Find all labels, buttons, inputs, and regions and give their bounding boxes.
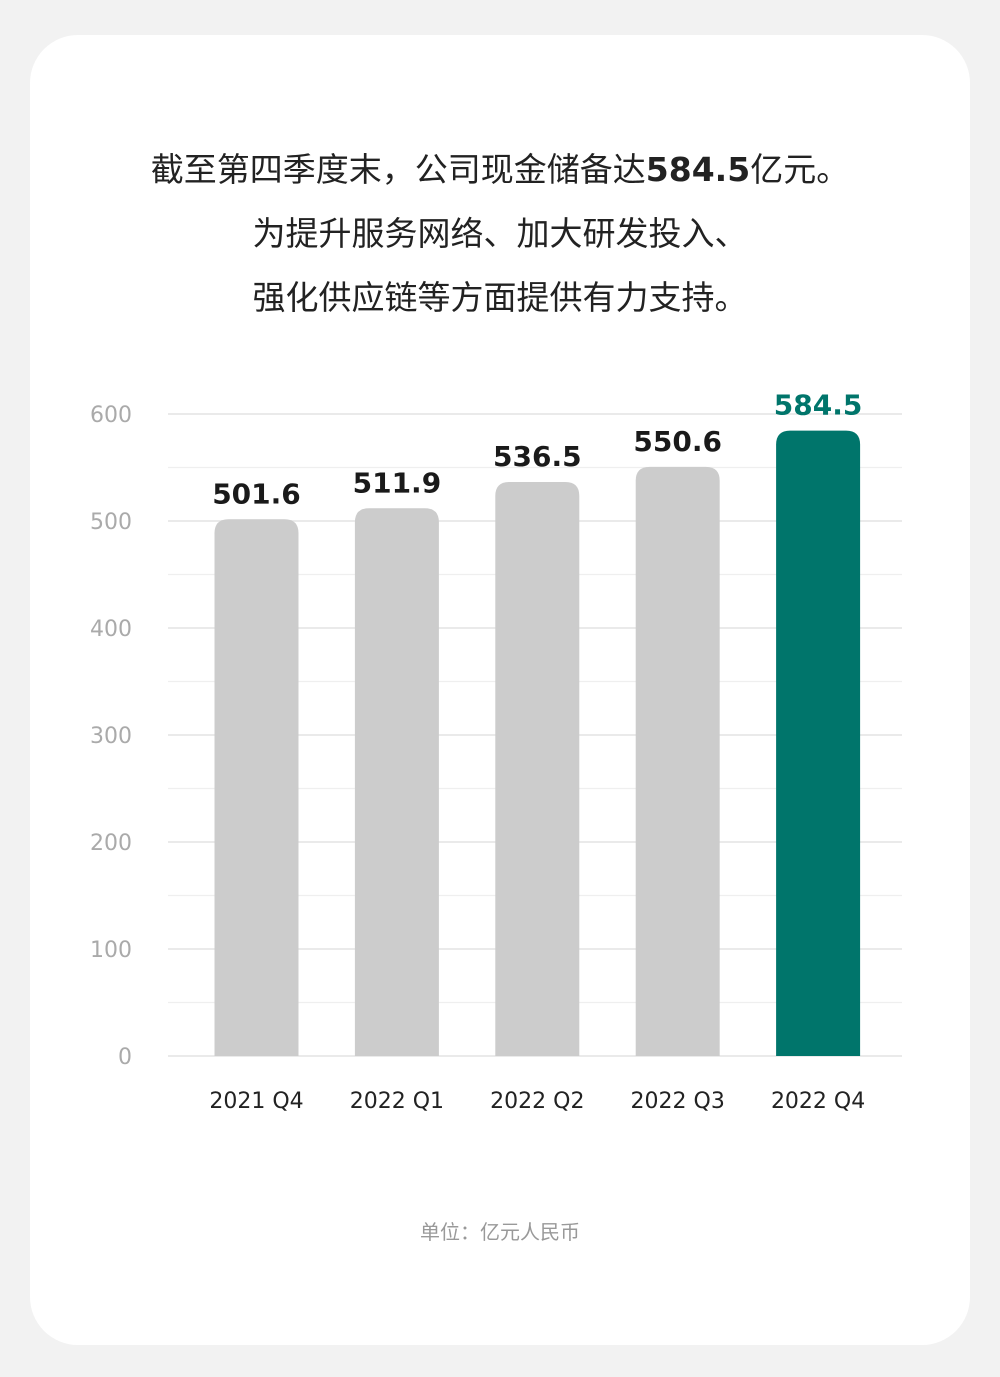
bar-value-label: 550.6 [633, 425, 722, 458]
y-tick-label: 100 [90, 938, 132, 963]
headline-line-1-pre: 截至第四季度末，公司现金储备达 [150, 150, 646, 189]
y-tick-label: 200 [90, 831, 132, 856]
bar-value-label: 501.6 [212, 477, 301, 510]
x-tick-label: 2022 Q1 [350, 1089, 444, 1114]
bar [776, 430, 861, 1057]
x-tick-label: 2022 Q3 [631, 1089, 725, 1114]
y-tick-label: 500 [90, 510, 132, 535]
bar-value-label: 536.5 [493, 440, 582, 473]
x-tick-label: 2022 Q2 [490, 1089, 584, 1114]
bar [214, 519, 299, 1056]
headline-line-3: 强化供应链等方面提供有力支持。 [252, 278, 748, 317]
x-tick-label: 2021 Q4 [209, 1089, 303, 1114]
y-tick-label: 300 [90, 724, 132, 749]
headline: 截至第四季度末，公司现金储备达584.5亿元。 为提升服务网络、加大研发投入、 … [0, 138, 1000, 330]
bar [635, 466, 720, 1056]
bar [354, 508, 439, 1057]
headline-line-1-post: 亿元。 [750, 150, 850, 189]
bar [495, 481, 580, 1056]
bar-value-label: 584.5 [774, 389, 863, 422]
headline-line-1: 截至第四季度末，公司现金储备达584.5亿元。 [0, 138, 1000, 202]
y-tick-label: 0 [118, 1045, 132, 1070]
y-tick-label: 400 [90, 617, 132, 642]
bar-value-label: 511.9 [353, 466, 442, 499]
x-tick-label: 2022 Q4 [771, 1089, 865, 1114]
y-tick-label: 600 [90, 403, 132, 428]
headline-line-2: 为提升服务网络、加大研发投入、 [252, 214, 748, 253]
unit-label: 单位：亿元人民币 [420, 1220, 580, 1244]
headline-highlight-value: 584.5 [645, 150, 751, 189]
